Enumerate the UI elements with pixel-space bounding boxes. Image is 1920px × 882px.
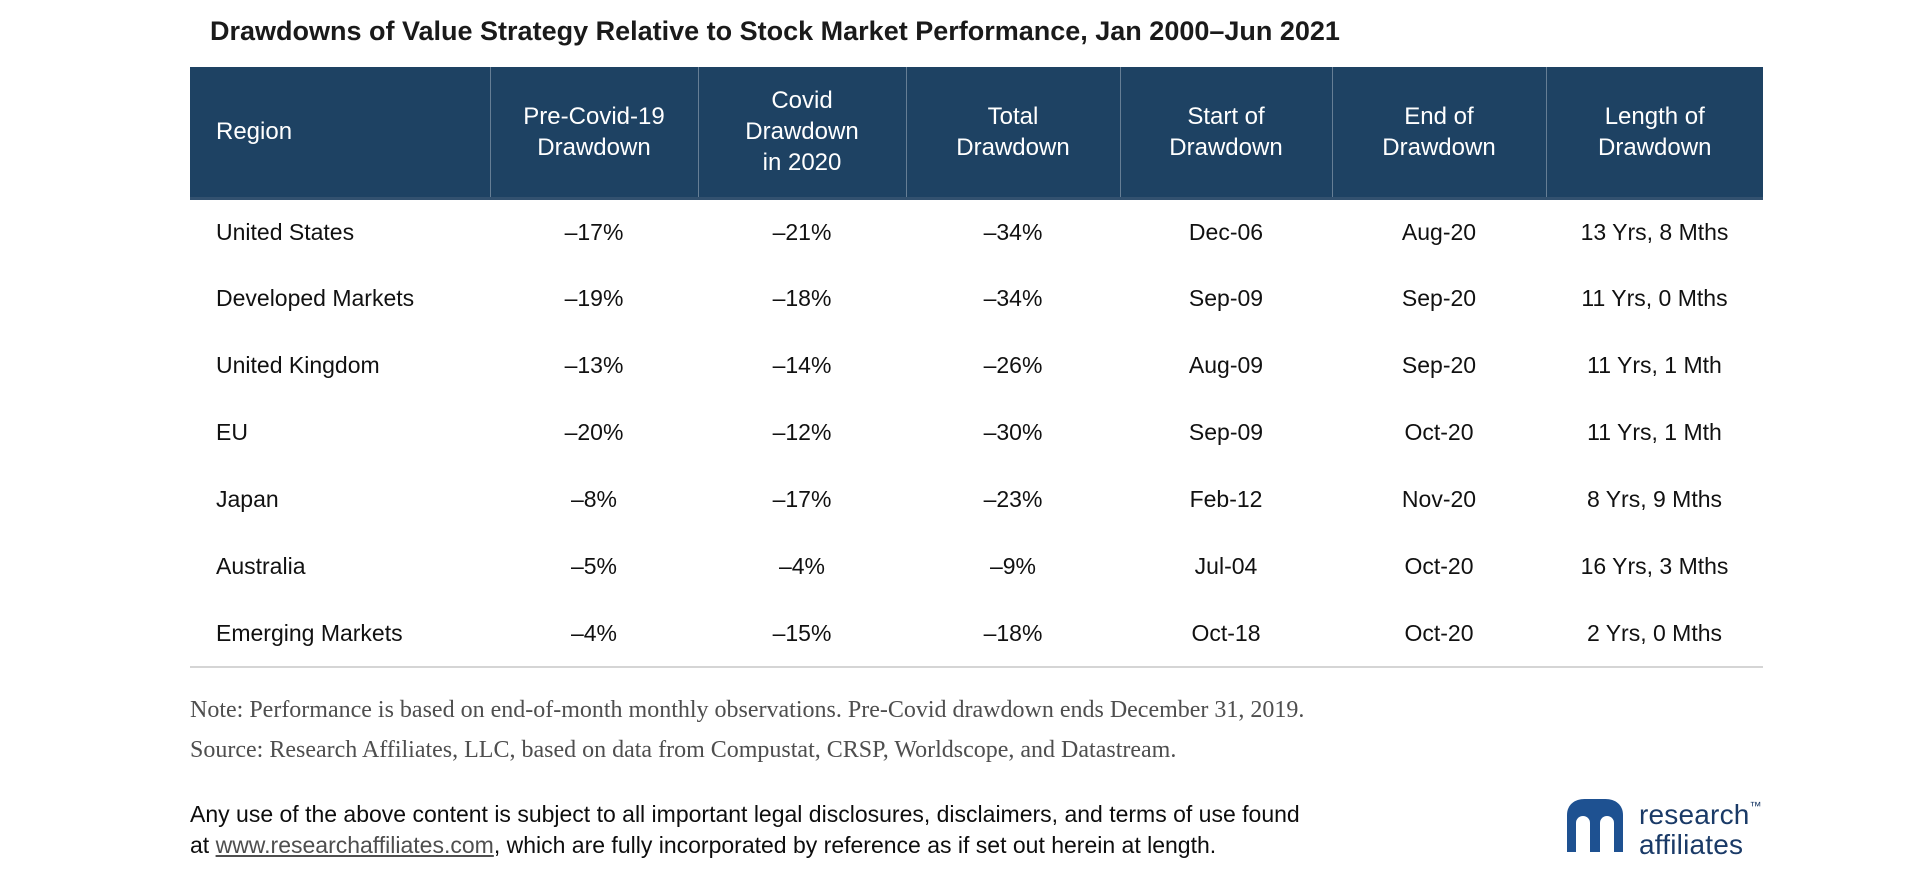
- table-cell: Sep-20: [1401, 352, 1477, 378]
- table-cell: Oct-20: [1404, 619, 1474, 646]
- footnotes: Note: Performance is based on end-of-mon…: [190, 690, 1304, 770]
- table-cell: Developed Markets: [216, 285, 415, 311]
- table-cell: EU: [216, 419, 248, 445]
- source-text: Source: Research Affiliates, LLC, based …: [190, 737, 1177, 763]
- disclaimer-text-after: , which are fully incorporated by refere…: [493, 832, 1217, 858]
- table-row: Emerging Markets –4% –15% –18% Oct-18 Oc…: [190, 600, 1763, 667]
- table-cell: –23%: [983, 486, 1043, 512]
- drawdown-table: Region Pre-Covid-19 Drawdown Covid Drawd…: [190, 67, 1763, 668]
- column-header-end-of-drawdown: End of Drawdown: [1331, 67, 1546, 200]
- column-header-covid-drawdown-2020: Covid Drawdown in 2020: [697, 67, 906, 200]
- wordmark: research™ affiliates: [1639, 791, 1762, 860]
- column-header-start-of-drawdown: Start of Drawdown: [1119, 67, 1332, 200]
- column-header-region: Region: [190, 67, 490, 200]
- table-cell: Oct-20: [1404, 553, 1474, 579]
- table-cell: Emerging Markets: [216, 619, 403, 646]
- table-cell: –4%: [778, 553, 826, 579]
- table-row: Japan –8% –17% –23% Feb-12 Nov-20 8 Yrs,…: [190, 466, 1763, 533]
- table-cell: Sep-09: [1188, 285, 1264, 311]
- table-cell: –21%: [772, 218, 832, 245]
- table-cell: –14%: [772, 352, 832, 378]
- wordmark-line2: affiliates: [1639, 829, 1744, 860]
- table-cell: Dec-06: [1188, 218, 1264, 245]
- table-cell: –5%: [570, 553, 618, 579]
- table-cell: Sep-09: [1188, 419, 1264, 445]
- table-cell: –8%: [570, 486, 618, 512]
- table-cell: –4%: [570, 619, 618, 646]
- note-text: Note: Performance is based on end-of-mon…: [190, 697, 1305, 723]
- table-row: United Kingdom –13% –14% –26% Aug-09 Sep…: [190, 332, 1763, 399]
- table-cell: 2 Yrs, 0 Mths: [1586, 619, 1723, 646]
- table-body: United States –17% –21% –34% Dec-06 Aug-…: [190, 198, 1763, 667]
- table-cell: Jul-04: [1194, 553, 1258, 579]
- table-cell: –17%: [564, 218, 624, 245]
- wordmark-line1: research™: [1639, 791, 1762, 830]
- table-cell: Feb-12: [1189, 486, 1263, 512]
- table-cell: –18%: [983, 619, 1043, 646]
- disclaimer-text-before: Any use of the above content is subject …: [190, 801, 1300, 858]
- table-cell: –34%: [983, 285, 1043, 311]
- header-row: Region Pre-Covid-19 Drawdown Covid Drawd…: [190, 67, 1763, 200]
- table-header: Region Pre-Covid-19 Drawdown Covid Drawd…: [190, 67, 1763, 200]
- wordmark-research: research: [1639, 799, 1750, 830]
- table-cell: 8 Yrs, 9 Mths: [1586, 486, 1723, 512]
- table-cell: Sep-20: [1401, 285, 1477, 311]
- table-cell: –34%: [983, 218, 1043, 245]
- table-cell: Japan: [216, 486, 279, 512]
- table-cell: –15%: [772, 619, 832, 646]
- table-row: EU –20% –12% –30% Sep-09 Oct-20 11 Yrs, …: [190, 399, 1763, 466]
- table-cell: –17%: [772, 486, 832, 512]
- legal-disclaimer: Any use of the above content is subject …: [190, 799, 1320, 861]
- table-cell: 11 Yrs, 1 Mth: [1587, 419, 1722, 445]
- table-cell: 11 Yrs, 1 Mth: [1587, 352, 1722, 378]
- table-cell: –26%: [983, 352, 1043, 378]
- table-cell: Oct-20: [1404, 419, 1474, 445]
- table-cell: –30%: [983, 419, 1043, 445]
- table-cell: 13 Yrs, 8 Mths: [1580, 218, 1729, 245]
- table-row: United States –17% –21% –34% Dec-06 Aug-…: [190, 198, 1763, 265]
- website-link[interactable]: www.researchaffiliates.com: [215, 832, 494, 858]
- table-cell: –20%: [564, 419, 624, 445]
- column-header-total-drawdown: Total Drawdown: [905, 67, 1120, 200]
- table-cell: Aug-20: [1401, 218, 1477, 245]
- ra-monogram-icon: [1563, 794, 1627, 858]
- table-cell: –19%: [564, 285, 624, 311]
- table-row: Australia –5% –4% –9% Jul-04 Oct-20 16 Y…: [190, 533, 1763, 600]
- table-cell: –9%: [989, 553, 1037, 579]
- table-cell: United Kingdom: [216, 352, 380, 378]
- table-cell: –18%: [772, 285, 832, 311]
- table-row: Developed Markets –19% –18% –34% Sep-09 …: [190, 265, 1763, 332]
- table-cell: –13%: [564, 352, 624, 378]
- table-cell: Oct-18: [1191, 619, 1261, 646]
- table-cell: Australia: [216, 553, 306, 579]
- table-cell: 16 Yrs, 3 Mths: [1580, 553, 1729, 579]
- column-header-pre-covid-drawdown: Pre-Covid-19 Drawdown: [489, 67, 698, 200]
- table-cell: Aug-09: [1188, 352, 1264, 378]
- table-cell: United States: [216, 218, 355, 245]
- trademark-symbol: ™: [1749, 799, 1762, 813]
- column-header-length-of-drawdown: Length of Drawdown: [1545, 67, 1763, 200]
- table-cell: –12%: [772, 419, 832, 445]
- figure-title: Drawdowns of Value Strategy Relative to …: [210, 16, 1340, 46]
- table-cell: 11 Yrs, 0 Mths: [1581, 285, 1728, 311]
- research-affiliates-logo: research™ affiliates: [1563, 791, 1762, 860]
- table-cell: Nov-20: [1401, 486, 1477, 512]
